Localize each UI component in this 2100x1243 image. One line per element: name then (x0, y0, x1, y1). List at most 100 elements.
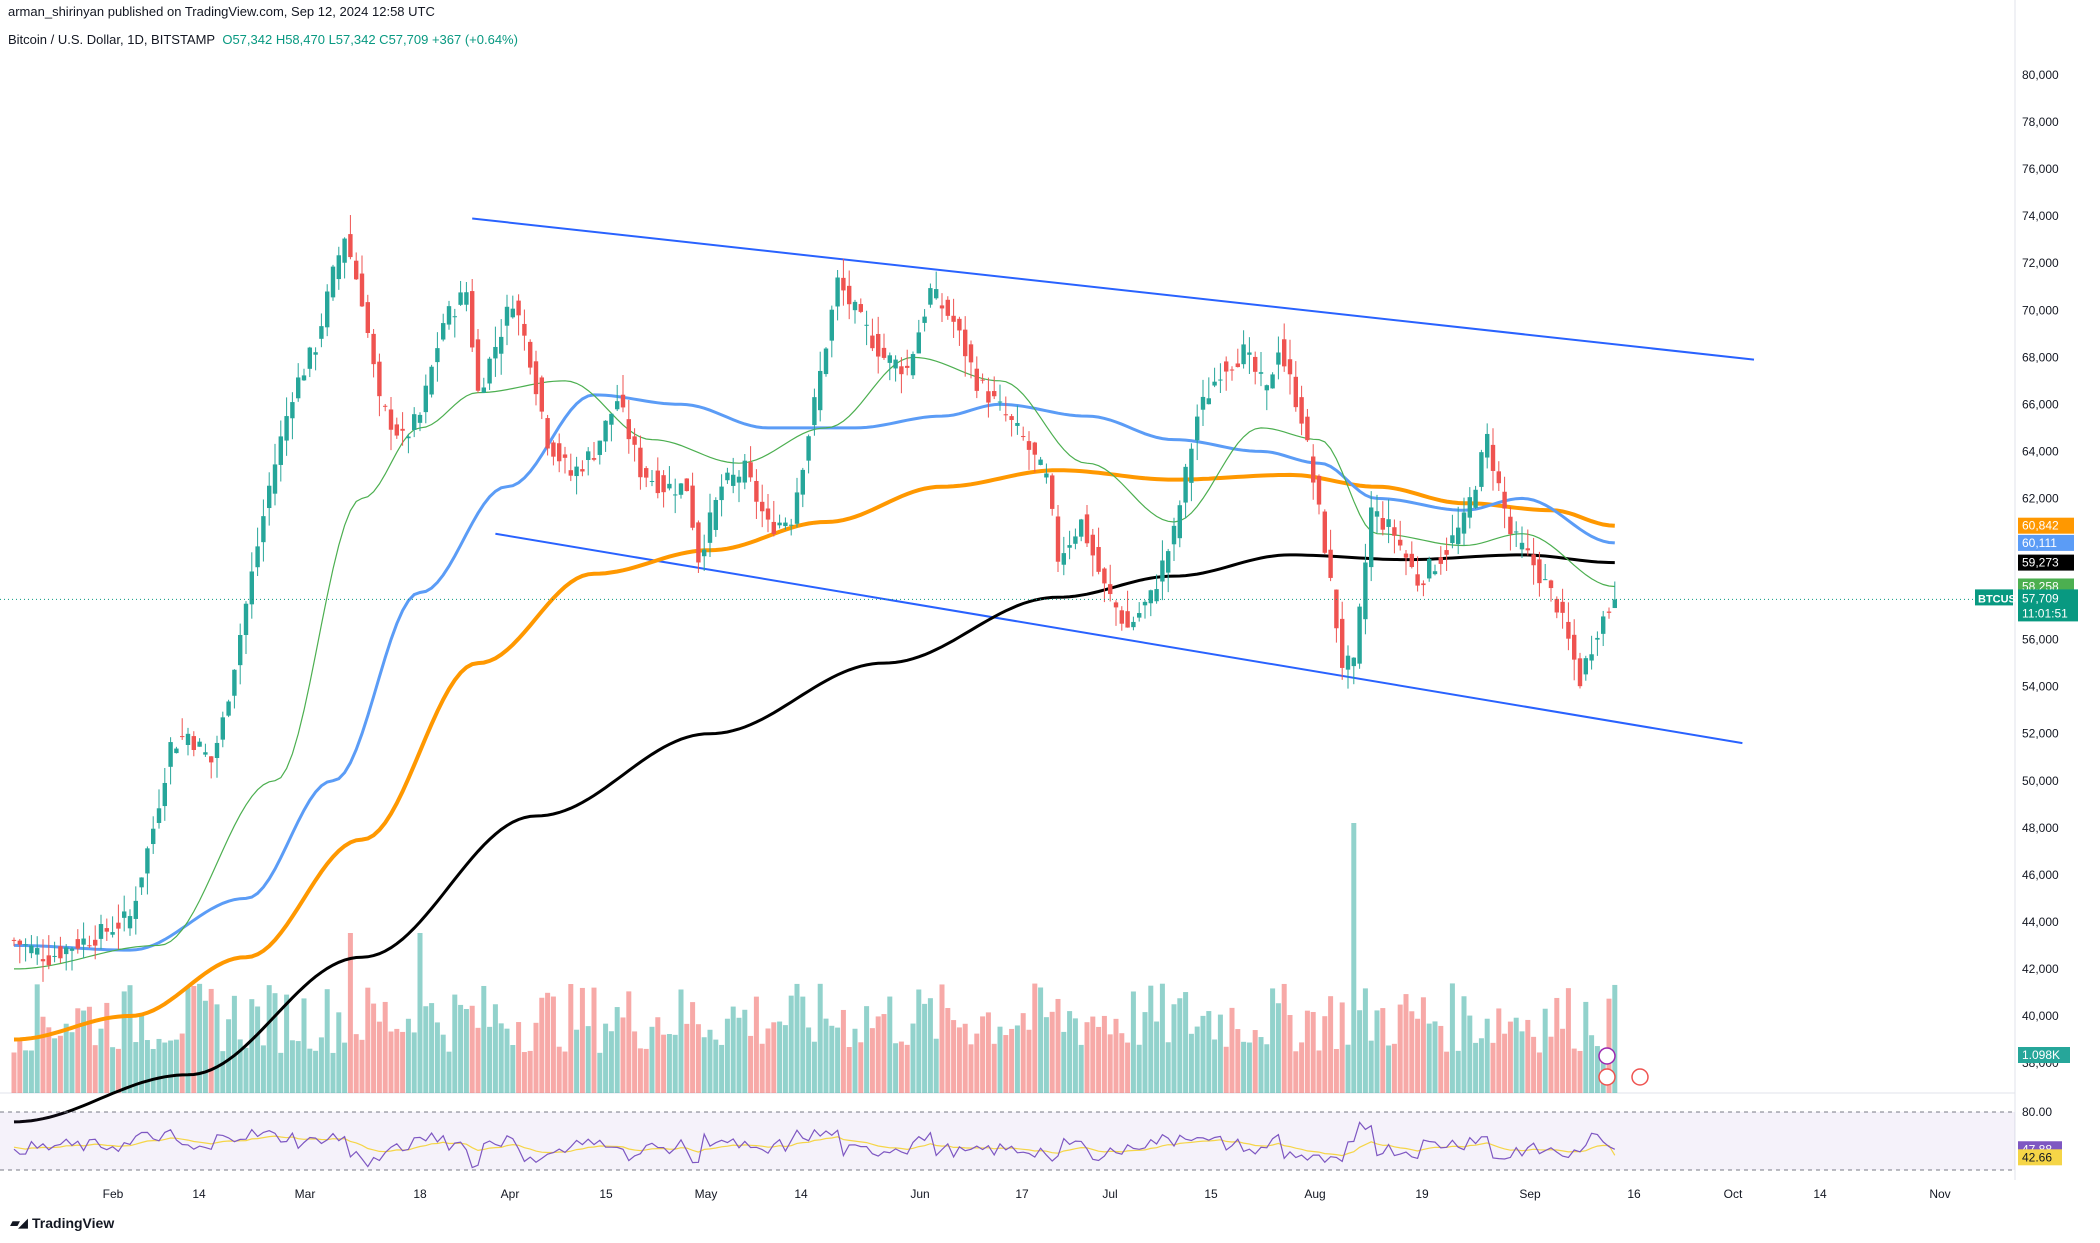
x-tick-label: Sep (1519, 1187, 1541, 1201)
candle-body (388, 409, 394, 430)
volume-bar (1577, 1050, 1583, 1093)
volume-bar (730, 1006, 736, 1093)
y-tick-label: 78,000 (2022, 115, 2059, 129)
candle-body (1606, 611, 1612, 613)
volume-bar (1612, 984, 1618, 1093)
moving-average-line (14, 356, 1615, 970)
candle-body (841, 277, 846, 291)
volume-bar (788, 995, 794, 1093)
candle-body (1183, 466, 1188, 503)
candle-body (910, 354, 916, 376)
candle-body (394, 424, 399, 436)
candle-body (725, 472, 730, 481)
volume-bar (376, 1021, 382, 1093)
candle-body (1166, 551, 1171, 573)
volume-bar (893, 1043, 899, 1093)
candle-body (1055, 516, 1061, 562)
volume-bar (1380, 1008, 1386, 1093)
candle-body (591, 458, 597, 460)
candle-body (551, 442, 556, 457)
candle-body (267, 485, 272, 509)
candle-body (1258, 372, 1264, 374)
volume-bar (1444, 1051, 1450, 1093)
volume-bar (1403, 994, 1409, 1093)
candle-body (354, 260, 359, 280)
candle-body (951, 315, 956, 322)
candle-body (1363, 562, 1368, 620)
flag-us-icon (1598, 1068, 1616, 1086)
candle-body (1490, 444, 1496, 471)
y-tick-label: 74,000 (2022, 209, 2059, 223)
volume-bar (220, 1051, 226, 1093)
volume-bar (632, 1031, 638, 1093)
volume-bar (301, 998, 307, 1093)
volume-bar (359, 1039, 365, 1093)
y-tick-label: 76,000 (2022, 162, 2059, 176)
volume-bar (1333, 1048, 1339, 1093)
candle-body (139, 877, 144, 888)
candle-body (731, 474, 736, 486)
volume-bar (1507, 1021, 1513, 1093)
candle-body (1270, 374, 1275, 389)
candle-body (203, 752, 208, 755)
current-price-bg (2018, 589, 2078, 622)
volume-bar (1125, 1042, 1131, 1093)
candle-body (557, 443, 562, 462)
volume-bar (121, 991, 127, 1093)
candle-body (464, 292, 469, 305)
candle-body (899, 366, 904, 375)
volume-bar (1241, 1041, 1247, 1093)
candle-body (29, 945, 34, 954)
volume-bar (1003, 1035, 1009, 1093)
candle-body (1537, 559, 1542, 584)
volume-bar (765, 1028, 771, 1093)
candle-body (922, 316, 927, 323)
volume-bar (284, 994, 290, 1093)
candle-body (98, 924, 104, 939)
volume-bar (156, 1038, 162, 1093)
candle-body (1189, 448, 1194, 483)
candle-body (127, 916, 133, 929)
candle-body (1119, 610, 1124, 624)
candle-body (348, 234, 353, 258)
volume-bar (1351, 823, 1357, 1093)
volume-bar (440, 1034, 446, 1093)
volume-bar (887, 996, 893, 1093)
candle-body (1142, 601, 1148, 606)
candle-body (812, 397, 817, 426)
volume-bar (150, 1048, 156, 1093)
volume-bar (771, 1022, 777, 1093)
x-tick-label: Aug (1304, 1187, 1325, 1201)
candle-body (313, 352, 318, 355)
x-tick-label: Feb (103, 1187, 124, 1201)
volume-bar (487, 1026, 493, 1093)
volume-bar (1502, 1033, 1508, 1093)
volume-bar (1049, 1011, 1055, 1093)
volume-bar (133, 1042, 139, 1093)
candle-body (377, 361, 382, 397)
candle-body (823, 348, 829, 375)
candle-body (307, 347, 312, 369)
volume-bar (260, 1045, 266, 1093)
candle-body (168, 742, 173, 767)
volume-bar (666, 1034, 672, 1093)
volume-bar (1531, 1036, 1537, 1093)
volume-bar (591, 987, 597, 1093)
candle-body (1229, 369, 1235, 371)
price-label: 60,842 (2018, 517, 2074, 534)
candle-body (905, 365, 910, 368)
volume-bar (469, 1005, 475, 1093)
candle-body (1519, 542, 1525, 550)
volume-bar (1455, 1050, 1461, 1093)
volume-bar (1171, 1004, 1177, 1093)
channel-line-upper (472, 217, 1755, 361)
candle-body (191, 736, 196, 750)
candle-body (603, 420, 608, 442)
candle-body (1061, 553, 1066, 565)
candle-body (290, 402, 295, 419)
volume-bar (736, 1017, 742, 1093)
candle-body (209, 756, 214, 763)
volume-bar (533, 1022, 539, 1093)
candle-body (458, 292, 463, 305)
volume-label: 1.098K (2018, 1047, 2070, 1063)
